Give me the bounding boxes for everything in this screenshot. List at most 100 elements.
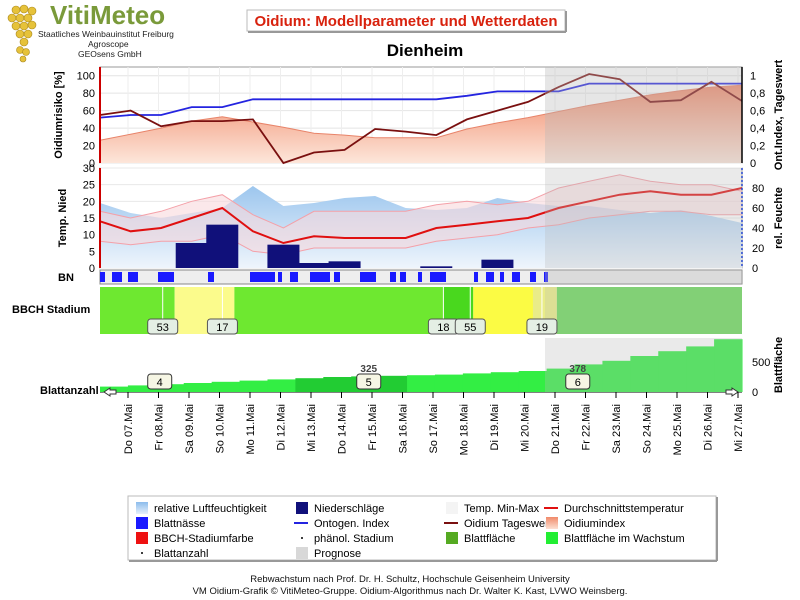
right-tick-label: 1 (750, 71, 756, 83)
leaf-count-box (565, 373, 591, 390)
legend-label: Prognose (314, 548, 361, 560)
leaf-count-value: 6 (575, 377, 581, 389)
legend: relative Luftfeuchtigkeit Niederschläge Te… (136, 502, 685, 560)
leaf-wetness-block (544, 272, 548, 282)
legend-box (127, 495, 717, 561)
date-tick-label: Do 21.Mai (550, 404, 562, 454)
vitimeteo-logo: VitiMeteo Staatliches Weinbauinstitut Fr… (7, 0, 174, 63)
scroll-left-icon (103, 387, 117, 397)
leaf-wetness-block (208, 272, 214, 282)
left-tick-label: 5 (89, 246, 95, 258)
legend-label: Blattnässe (154, 518, 205, 530)
date-tick-label: Do 07.Mai (123, 404, 135, 454)
scroll-right-icon (725, 387, 739, 397)
legend-label: relative Luftfeuchtigkeit (154, 503, 267, 515)
oidiumindex-edge (99, 84, 743, 141)
bbch-panel: 53 17 18 55 19 BBCH Stadium (12, 287, 742, 335)
date-tick-label: Do 14.Mai (337, 404, 349, 454)
right-tick-label: 0,2 (750, 141, 765, 153)
leaf-area-bar (407, 375, 436, 392)
left-tick-label: 0 (89, 263, 95, 275)
precip-bar (298, 263, 330, 268)
leaf-panel: 4 5 6 325 378 0 500 Blattfläche Blattanzahl (40, 337, 785, 399)
leaf-count-value: 5 (366, 377, 372, 389)
leaf-wetness-block (530, 272, 536, 282)
left-tick-label: 15 (83, 213, 95, 225)
date-tick-label: Sa 23.Mai (611, 404, 623, 454)
bbch-stage-box (147, 318, 179, 335)
leaf-wetness-block (128, 272, 138, 282)
bbch-stage-value: 55 (464, 322, 476, 334)
legend-swatch (446, 502, 458, 514)
left-tick-label: 10 (83, 230, 95, 242)
legend-label: BBCH-Stadiumfarbe (154, 533, 254, 545)
leaf-wetness-block (290, 272, 298, 282)
right-tick-label: 0,4 (750, 123, 765, 135)
leaf-area-bar (295, 378, 324, 392)
bbch-stage-box (206, 318, 238, 335)
leaf-wetness-block (418, 272, 422, 282)
bbch-stage-value: 17 (216, 322, 228, 334)
forecast-shade (545, 168, 742, 268)
legend-label: Niederschläge (314, 503, 384, 515)
date-tick-label: Mi 27.Mai (733, 404, 745, 452)
leaf-area-bar (100, 386, 129, 392)
leaf-wetness-block (310, 272, 330, 282)
date-tick-label: Sa 09.Mai (184, 404, 196, 454)
left-tick-label: 25 (83, 180, 95, 192)
leaf-wetness-block (334, 272, 340, 282)
left-tick-label: 30 (83, 163, 95, 175)
date-tick-label: Mo 18.Mai (459, 404, 471, 455)
date-tick-label: Di 12.Mai (276, 404, 288, 450)
weather-panel: 0 5 10 15 20 25 30 0 20 40 60 80 Temp. Nied rel. Feuc… (57, 163, 785, 275)
leaf-wetness-block (430, 272, 446, 282)
logo-line-1: Staatliches Weinbauinstitut Freiburg (38, 29, 174, 39)
bbch-stage-value: 53 (157, 322, 169, 334)
leaf-wetness-block (360, 272, 376, 282)
leaf-area-bar (658, 351, 687, 392)
leaf-value-label: 378 (569, 364, 586, 375)
legend-swatch (296, 502, 308, 514)
left-tick-label: 60 (83, 106, 95, 118)
leaf-wetness-block (112, 272, 122, 282)
leaf-wetness-block (486, 272, 494, 282)
leaf-wetness-block (500, 272, 504, 282)
date-tick-label: Mi 20.Mai (520, 404, 532, 452)
leaf-wetness-block (390, 272, 396, 282)
precip-bar (328, 261, 361, 268)
ontogen-index-line (99, 82, 742, 119)
legend-label: Oidium Tageswert (464, 518, 552, 530)
right-tick-label: 0,6 (750, 106, 765, 118)
oidiumindex-area (100, 85, 742, 163)
leaf-area-bar (490, 372, 520, 392)
leaf-area-bar (239, 380, 268, 392)
date-tick-label: Mo 25.Mai (672, 404, 684, 455)
legend-label: Ontogen. Index (314, 518, 390, 530)
legend-label: Blattfläche im Wachstum (564, 533, 685, 545)
left-tick-label: 80 (83, 88, 95, 100)
left-tick-label: 20 (83, 196, 95, 208)
risk-ylabel-right: Ont.Index, Tageswert (773, 59, 785, 170)
date-tick-label: So 10.Mai (215, 404, 227, 454)
leaf-count-box (356, 373, 382, 390)
risk-panel: 0 20 40 60 80 100 0 0,2 0,4 0,6 0,8 1 Oidiumrisiko [… (53, 59, 785, 170)
left-tick-label: 40 (83, 123, 95, 135)
grape-icon (7, 4, 37, 63)
right-tick-label: 500 (752, 357, 770, 369)
date-tick-label: So 24.Mai (642, 404, 654, 454)
bbch-stage-band (234, 287, 444, 334)
leaf-wetness-block (512, 272, 520, 282)
leaf-count-label: Blattanzahl (40, 385, 99, 397)
bbch-label: BBCH Stadium (12, 304, 90, 316)
bbch-stage-value: 18 (437, 322, 449, 334)
weather-ylabel-left: Temp. Nied (57, 189, 69, 247)
precip-bar (420, 266, 453, 268)
date-tick-label: Fr 08.Mai (154, 404, 166, 450)
leaf-wetness-label: BN (58, 272, 74, 284)
legend-swatch (546, 532, 558, 544)
leaf-area-bar (267, 379, 296, 392)
precip-bar (267, 244, 300, 268)
legend-label: phänol. Stadium (314, 533, 394, 545)
temp-avg-line (99, 187, 743, 245)
